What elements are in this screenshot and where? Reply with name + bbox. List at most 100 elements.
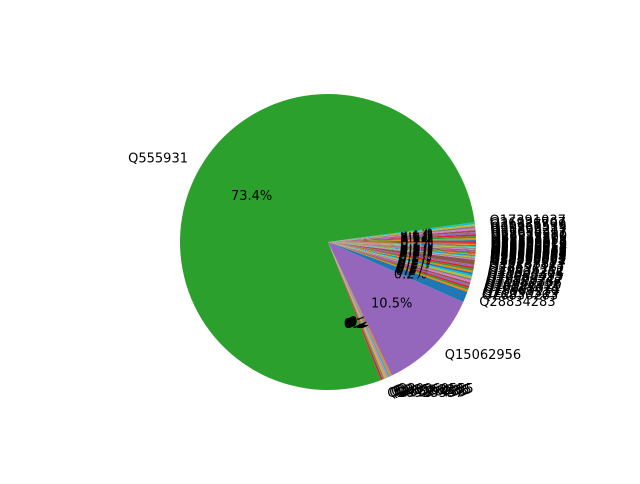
pie-slice-Q20925557 [328, 242, 383, 381]
slice-label-Q28925510: Q28925510 [491, 229, 567, 244]
slice-pct-Q28590018: 0.2% [400, 235, 433, 250]
pie-slice-Q28590011 [328, 242, 476, 250]
pie-slice-Q28590012 [328, 242, 476, 249]
slice-label-Q28563265: Q28563265 [395, 383, 471, 398]
slice-label-Q26926707: Q26926707 [490, 216, 566, 231]
pie-slice-Q17391037 [328, 222, 475, 242]
slice-label-Q28590012: Q28590012 [491, 242, 567, 257]
pie-slice-Q21695519 [328, 242, 469, 290]
pie-slice-Q21187599 [328, 226, 476, 242]
pie-slice-Q28563217 [328, 242, 473, 277]
pie-slice-Q28590001 [328, 242, 476, 260]
slice-label-Q20925557: Q20925557 [387, 386, 463, 401]
slice-label-Q28590006: Q28590006 [490, 248, 566, 263]
pie-slice-Q20960529 [328, 228, 476, 242]
pie-slice-Q26836263 [328, 242, 469, 292]
slice-label-Q21694327: Q21694327 [491, 225, 567, 240]
pie-slice-Q28590009 [328, 242, 476, 252]
pie-slice-Q28590010 [328, 242, 476, 251]
pie-slice-Q28563239 [328, 242, 470, 289]
slice-label-Q28826217: Q28826217 [490, 223, 566, 238]
slice-label-Q26836212: Q26836212 [488, 263, 564, 278]
slice-label-Q28590004: Q28590004 [490, 250, 566, 265]
pie-slice-Q28590006 [328, 242, 476, 255]
slice-label-Q19288817: Q19288817 [489, 257, 565, 272]
slice-label-Q28590001: Q28590001 [490, 254, 566, 269]
slice-label-Q20960555: Q20960555 [397, 382, 473, 397]
slice-label-Q28590007: Q28590007 [490, 247, 566, 262]
pie-slice-Q555931 [179, 93, 475, 390]
pie-slice-Q28591158 [328, 240, 477, 242]
slice-label-Q26836263: Q26836263 [482, 288, 558, 303]
pie-slice-Q21694395 [328, 242, 474, 273]
pie-slice-Q21187455 [328, 242, 385, 380]
slice-label-Q28590009: Q28590009 [491, 245, 567, 260]
pie-slice-Q28826247 [328, 242, 472, 279]
pie-slice-Q19288817 [328, 242, 475, 265]
pie-slice-Q28826217 [328, 230, 476, 242]
pie-slice-Q28591187 [328, 242, 475, 267]
slice-label-Q28582521: Q28582521 [484, 280, 560, 295]
slice-label-Q28590018: Q28590018 [491, 235, 567, 250]
pie-slice-Q21187368 [328, 242, 472, 281]
slice-label-Q28590010: Q28590010 [491, 244, 567, 259]
pie-slice-Q28590003 [328, 242, 476, 258]
slice-label-Q21187368: Q21187368 [486, 276, 562, 291]
pie-slice-Q28590008 [328, 242, 476, 253]
slice-label-Q26926735: Q26926735 [393, 384, 469, 399]
slice-label-Q28590003: Q28590003 [490, 252, 566, 267]
pie-slice-Q27650297 [328, 234, 476, 242]
pie-slice-Q8951530 [328, 238, 476, 242]
pie-slice-Q28590016 [328, 242, 476, 245]
slice-label-Q28834283: Q28834283 [479, 295, 555, 310]
slice-label-Q28590017: Q28590017 [491, 236, 567, 251]
slice-pct-Q28590014: 0.2% [400, 237, 433, 252]
slice-label-Q28591158: Q28591158 [491, 233, 567, 248]
slice-label-Q28826247: Q28826247 [486, 274, 562, 289]
pie-slice-Q28590005 [328, 242, 476, 256]
pie-slice-Q26926707 [328, 224, 476, 242]
pie-slice-Q28590014 [328, 242, 476, 247]
pie-slice-Q26926728 [328, 242, 471, 283]
slice-label-Q26926728: Q26926728 [485, 278, 561, 293]
pie-slice-Q20960495 [328, 242, 473, 275]
pie-slice-Q28590015 [328, 242, 476, 246]
slice-label-Q555931: Q555931 [128, 151, 188, 166]
slice-label-Q21694395: Q21694395 [488, 267, 564, 282]
slice-label-Q27650297: Q27650297 [491, 227, 567, 242]
slice-label-Q28590013: Q28590013 [491, 241, 567, 256]
pie-slice-Q28563265 [328, 242, 391, 378]
slice-pct-Q15062956: 10.5% [371, 296, 412, 311]
slice-label-Q28590016: Q28590016 [491, 237, 567, 252]
pie-slice-Q28590002 [328, 242, 476, 259]
pie-slice-Q28834283 [328, 242, 468, 303]
slice-label-Q20625611: Q20625611 [484, 282, 560, 297]
pie-slice-Q28590017 [328, 242, 476, 244]
slice-label-Q8951530: Q8951530 [491, 231, 559, 246]
slice-label-Q28590014: Q28590014 [491, 239, 567, 254]
pie-slice-Q28834252 [328, 242, 474, 271]
pie-slice-Q21694327 [328, 232, 476, 242]
slice-label-Q28834252: Q28834252 [488, 265, 564, 280]
slice-label-Q28591187: Q28591187 [489, 261, 565, 276]
slice-label-Q21695519: Q21695519 [482, 286, 558, 301]
pie-slice-Q28590013 [328, 242, 476, 248]
slice-pct-Q28590013: 0.2% [400, 238, 433, 253]
slice-label-Q21187455: Q21187455 [389, 385, 465, 400]
pie-slice-Q26836212 [328, 242, 474, 269]
slice-pct-Q28590017: 0.2% [400, 235, 433, 250]
pie-slice-Q15062956 [328, 242, 464, 376]
pie-slice-Q20625611 [328, 242, 470, 287]
slice-label-Q20960529: Q20960529 [490, 220, 566, 235]
slice-label-Q15062956: Q15062956 [445, 348, 521, 363]
slice-label-Q28590005: Q28590005 [490, 249, 566, 264]
slice-label-Q28563239: Q28563239 [483, 284, 559, 299]
slice-pct-Q28590016: 0.2% [400, 236, 433, 251]
pie-slice-Q28590007 [328, 242, 476, 254]
slice-label-Q28590002: Q28590002 [490, 253, 566, 268]
slice-label-Q20960495: Q20960495 [487, 269, 563, 284]
slice-label-Q28563217: Q28563217 [487, 272, 563, 287]
pie-slice-Q28826285 [328, 242, 387, 379]
